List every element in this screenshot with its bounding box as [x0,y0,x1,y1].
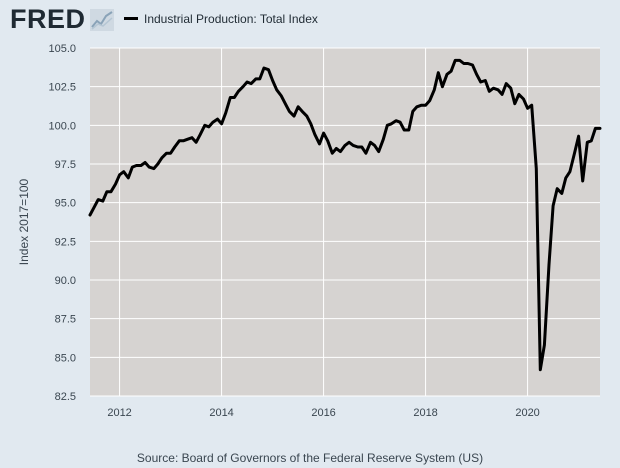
y-axis: 82.5 85.0 87.5 90.0 92.5 95.0 97.5 100.0 102.5 10… [48,43,76,403]
plot-area [90,48,600,396]
y-tick-label: 100.0 [48,120,76,132]
x-tick-label: 2018 [413,407,437,419]
legend-swatch [124,17,138,20]
y-tick-label: 105.0 [48,43,76,55]
x-axis: 2012 2014 2016 2018 2020 [107,407,539,419]
y-tick-label: 95.0 [55,198,76,210]
y-tick-label: 87.5 [55,314,76,326]
grid-lines [90,47,600,397]
legend-label: Industrial Production: Total Index [144,12,318,26]
y-tick-label: 92.5 [55,236,76,248]
x-tick-label: 2016 [311,407,335,419]
fred-logo[interactable]: FRED [10,4,86,34]
y-tick-label: 82.5 [55,391,76,403]
series-line [88,58,602,372]
x-tick-label: 2012 [107,407,131,419]
x-tick-label: 2020 [515,407,539,419]
chart-header: FRED Industrial Production: Total Index [0,0,620,36]
y-axis-label: Index 2017=100 [17,178,31,265]
x-tick-label: 2014 [209,407,233,419]
y-tick-label: 85.0 [55,352,76,364]
y-tick-label: 97.5 [55,159,76,171]
source-note: Source: Board of Governors of the Federa… [136,451,484,465]
fred-chart-icon [90,9,114,31]
y-tick-label: 90.0 [55,275,76,287]
y-tick-label: 102.5 [48,82,76,94]
